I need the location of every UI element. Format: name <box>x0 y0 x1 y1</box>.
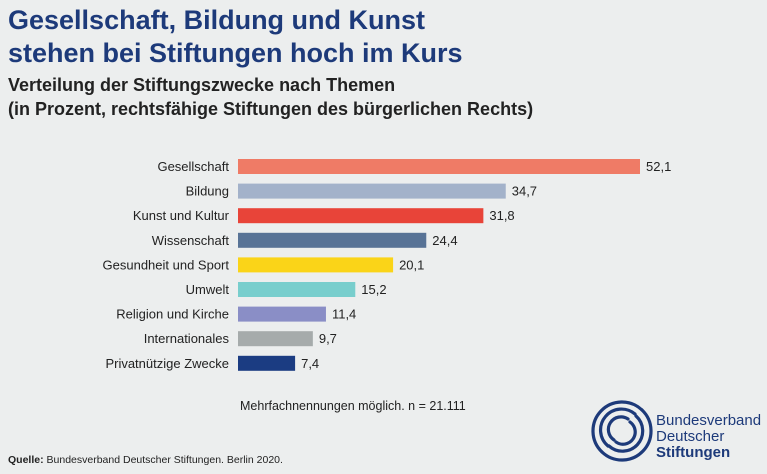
category-label: Religion und Kirche <box>116 307 229 322</box>
bar-chart: Gesellschaft 52,1 Bildung 34,7 Kunst und Kul… <box>103 159 671 371</box>
foundation-logo-icon <box>591 400 653 462</box>
chart-title-line-2: stehen bei Stiftungen hoch im Kurs <box>8 38 463 68</box>
category-label: Privatnützige Zwecke <box>105 356 229 371</box>
bar <box>238 257 394 273</box>
logo-line-1: Bundesverband <box>656 412 762 429</box>
chart-subtitle: Verteilung der Stiftungszwecke nach Them… <box>8 73 533 121</box>
category-label: Umwelt <box>186 282 230 297</box>
value-label: 31,8 <box>489 208 514 223</box>
bundesverband-logo: Bundesverband Deutscher Stiftungen <box>590 396 765 466</box>
logo-line-2: Deutscher <box>656 428 725 445</box>
category-label: Kunst und Kultur <box>133 208 230 223</box>
value-label: 9,7 <box>319 331 337 346</box>
category-label: Gesellschaft <box>157 159 229 174</box>
bar <box>238 282 356 297</box>
chart-subtitle-line-1: Verteilung der Stiftungszwecke nach Them… <box>8 75 396 95</box>
chart-title: Gesellschaft, Bildung und Kunst stehen b… <box>8 4 463 70</box>
value-label: 15,2 <box>361 282 386 297</box>
source-label: Quelle: <box>8 454 44 466</box>
bar <box>238 355 296 371</box>
bar <box>238 232 427 248</box>
value-label: 20,1 <box>399 257 424 272</box>
value-label: 24,4 <box>432 233 457 248</box>
logo-line-3: Stiftungen <box>656 444 731 461</box>
category-label: Wissenschaft <box>152 233 230 248</box>
category-label: Internationales <box>144 331 230 346</box>
bar <box>238 331 313 347</box>
value-label: 34,7 <box>512 184 537 199</box>
value-label: 11,4 <box>332 307 356 322</box>
sample-note: Mehrfachnennungen möglich. n = 21.111 <box>240 399 466 413</box>
bar <box>238 306 326 322</box>
bar <box>238 208 484 224</box>
chart-subtitle-line-2: (in Prozent, rechtsfähige Stiftungen des… <box>8 99 534 119</box>
category-label: Bildung <box>186 184 229 199</box>
chart-title-line-1: Gesellschaft, Bildung und Kunst <box>8 5 426 35</box>
source-text: Bundesverband Deutscher Stiftungen. Berl… <box>43 454 283 466</box>
category-label: Gesundheit und Sport <box>103 257 230 272</box>
value-label: 52,1 <box>646 159 671 174</box>
bar <box>238 159 640 174</box>
value-label: 7,4 <box>301 356 319 371</box>
source-line: Quelle: Bundesverband Deutscher Stiftung… <box>8 454 283 466</box>
bar <box>238 183 506 199</box>
logo-text: Bundesverband Deutscher Stiftungen <box>656 413 761 461</box>
